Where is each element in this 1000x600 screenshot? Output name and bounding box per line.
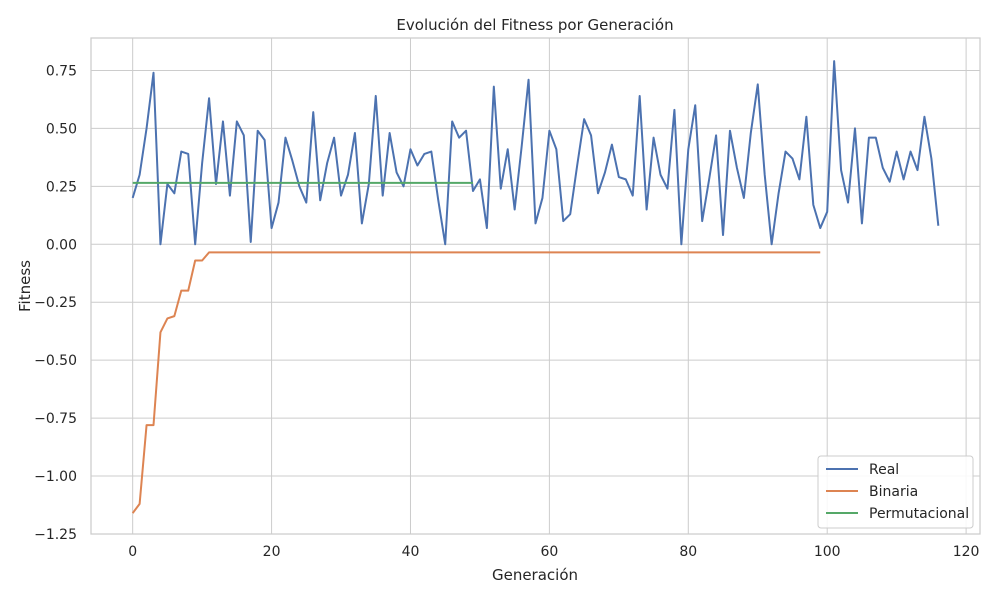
y-tick-label: 0.75 [46, 63, 77, 79]
y-tick-label: 0.50 [46, 121, 77, 137]
y-tick-label: −1.25 [34, 527, 77, 543]
y-tick-label: −0.75 [34, 411, 77, 427]
y-tick-label: −1.00 [34, 469, 77, 485]
y-tick-labels: −1.25 −1.00 −0.75 −0.50 −0.25 0.00 0.25 0.50 0.7… [34, 63, 77, 543]
y-tick-label: −0.25 [34, 295, 77, 311]
x-tick-label: 120 [953, 544, 980, 560]
legend-label-binaria: Binaria [869, 484, 918, 500]
series-line-real [131, 60, 940, 246]
series-line-binaria [131, 251, 821, 514]
series-lines [131, 60, 940, 514]
chart-title: Evolución del Fitness por Generación [396, 16, 673, 34]
y-tick-label: −0.50 [34, 353, 77, 369]
y-tick-label: 0.25 [46, 179, 77, 195]
y-tick-label: 0.00 [46, 237, 77, 253]
x-tick-label: 40 [402, 544, 420, 560]
x-axis-title: Generación [492, 566, 578, 584]
x-tick-label: 80 [679, 544, 697, 560]
x-tick-label: 100 [814, 544, 841, 560]
x-tick-label: 60 [540, 544, 558, 560]
legend-label-permutacional: Permutacional [869, 506, 969, 522]
legend-box [817, 455, 974, 529]
grid-lines [91, 38, 980, 535]
legend: Real Binaria Permutacional [817, 455, 974, 529]
x-tick-label: 20 [263, 544, 281, 560]
y-axis-title: Fitness [16, 260, 34, 312]
legend-label-real: Real [869, 462, 899, 478]
x-tick-label: 0 [128, 544, 137, 560]
x-tick-labels: 0 20 40 60 80 100 120 [128, 544, 979, 560]
